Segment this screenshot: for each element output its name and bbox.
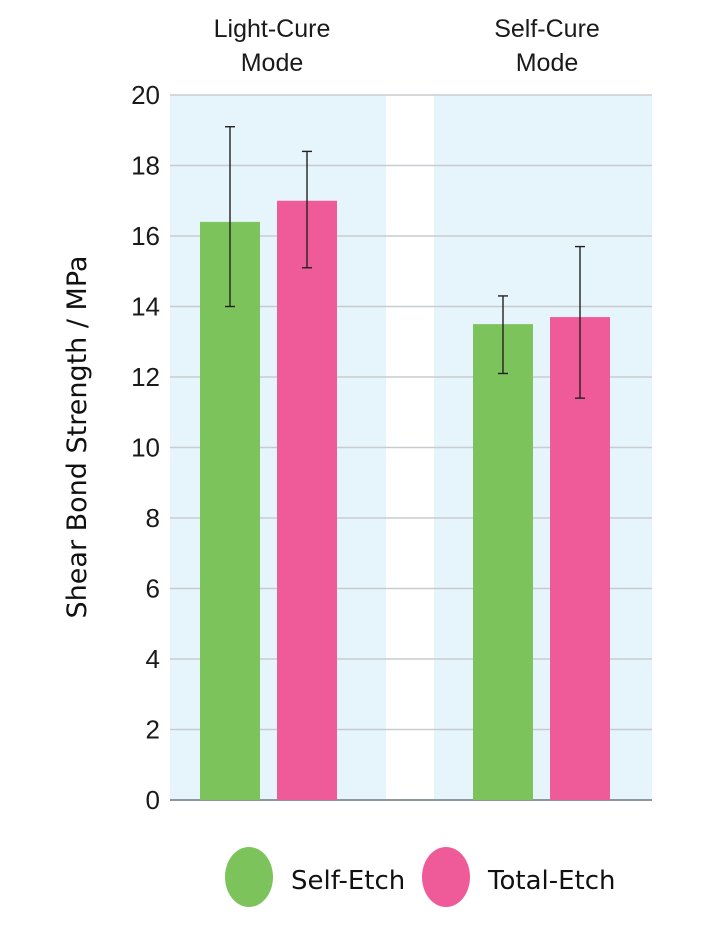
legend-label: Self-Etch [291, 866, 405, 896]
bars [200, 200, 610, 800]
y-tick-label: 18 [131, 151, 160, 181]
y-tick-label: 16 [131, 221, 160, 251]
error-bar [225, 126, 235, 308]
group-label-1: Light-Cure [214, 15, 331, 43]
y-tick-label: 0 [146, 785, 160, 815]
y-tick-label: 6 [146, 574, 160, 604]
error-bar [302, 150, 312, 269]
legend-item-total-etch: Total-Etch [422, 847, 616, 907]
y-tick-label: 8 [146, 503, 160, 533]
legend-swatch [225, 847, 273, 907]
group-label-2: Mode [516, 49, 579, 77]
y-tick-label: 14 [131, 292, 160, 322]
y-tick-label: 12 [131, 362, 160, 392]
bar-self-etch-2 [473, 324, 533, 800]
group-labels: Light-Cure Mode Self-Cure Mode [214, 15, 600, 77]
y-tick-label: 4 [146, 644, 160, 674]
y-axis-label: Shear Bond Strength / MPa [62, 256, 93, 619]
y-tick-labels: 0 2 4 6 8 10 12 14 16 18 20 [131, 80, 160, 815]
y-tick-label: 20 [131, 80, 160, 110]
bar-self-etch-1 [200, 221, 260, 800]
legend: Self-Etch Total-Etch [225, 847, 616, 907]
error-bar [575, 245, 585, 399]
legend-label: Total-Etch [487, 866, 616, 896]
legend-swatch [422, 847, 470, 907]
error-bars [225, 126, 585, 399]
group-label-1: Mode [241, 49, 304, 77]
group-label-2: Self-Cure [494, 15, 600, 43]
error-bar [498, 295, 508, 375]
y-tick-label: 2 [146, 715, 160, 745]
y-tick-label: 10 [131, 433, 160, 463]
bar-total-etch-1 [277, 200, 337, 800]
legend-item-self-etch: Self-Etch [225, 847, 405, 907]
